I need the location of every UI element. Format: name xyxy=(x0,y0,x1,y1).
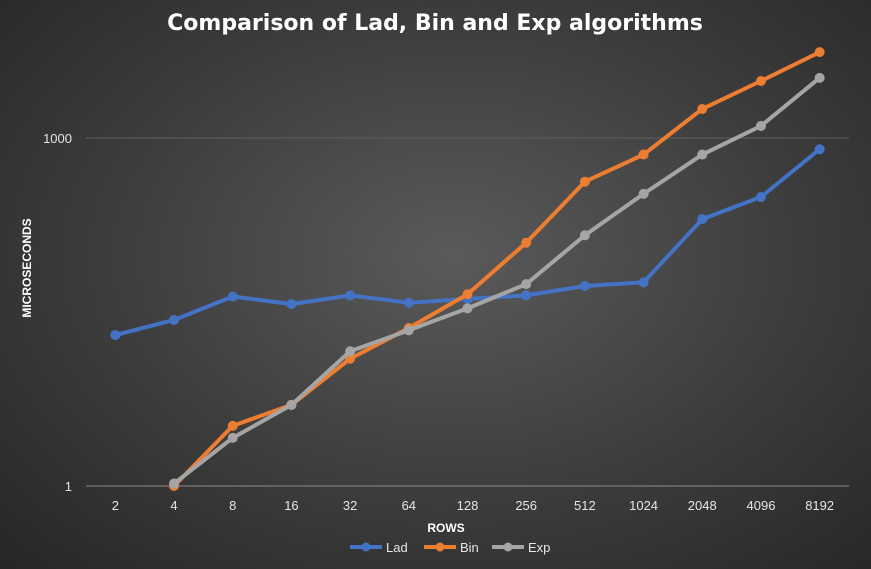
data-point xyxy=(169,478,180,489)
data-point xyxy=(227,291,238,302)
series-line xyxy=(172,75,822,486)
data-point xyxy=(286,399,297,410)
legend-item-bin: Bin xyxy=(424,540,479,555)
x-tick-label: 4 xyxy=(170,498,177,513)
y-tick-label: 1 xyxy=(65,479,72,494)
x-tick-label: 8192 xyxy=(805,498,834,513)
legend-item-lad: Lad xyxy=(350,540,408,555)
series-lines xyxy=(110,47,825,491)
x-tick-label: 32 xyxy=(343,498,357,513)
legend-item-exp: Exp xyxy=(492,540,550,555)
x-tick-label: 512 xyxy=(574,498,596,513)
x-tick-label: 128 xyxy=(457,498,479,513)
data-point xyxy=(755,76,766,87)
series-bin xyxy=(169,47,825,491)
x-tick-label: 64 xyxy=(402,498,416,513)
data-point xyxy=(227,420,238,431)
gridlines xyxy=(86,137,849,487)
y-tick-label: 1000 xyxy=(43,131,72,146)
data-point xyxy=(755,192,766,203)
chart-title: Comparison of Lad, Bin and Exp algorithm… xyxy=(167,11,703,36)
data-point xyxy=(169,314,180,325)
data-point xyxy=(286,299,297,310)
legend-marker xyxy=(503,542,513,552)
data-point xyxy=(638,188,649,199)
x-tick-label: 16 xyxy=(284,498,298,513)
data-point xyxy=(579,176,590,187)
data-point xyxy=(521,290,532,301)
x-tick-label: 4096 xyxy=(747,498,776,513)
data-point xyxy=(638,277,649,288)
legend-marker xyxy=(435,542,445,552)
data-point xyxy=(345,290,356,301)
data-point xyxy=(697,149,708,160)
series-line xyxy=(172,50,822,488)
y-tick-labels: 1 1000 xyxy=(43,131,72,494)
x-tick-label: 2048 xyxy=(688,498,717,513)
data-point xyxy=(462,303,473,314)
data-point xyxy=(521,279,532,290)
data-point xyxy=(462,289,473,300)
x-tick-label: 2 xyxy=(112,498,119,513)
data-point xyxy=(638,149,649,160)
data-point xyxy=(521,237,532,248)
data-point xyxy=(403,297,414,308)
legend: Lad Bin Exp xyxy=(350,540,550,555)
data-point xyxy=(814,72,825,83)
data-point xyxy=(755,120,766,131)
legend-label: Lad xyxy=(386,540,408,555)
legend-label: Bin xyxy=(460,540,479,555)
data-point xyxy=(814,47,825,58)
series-exp xyxy=(169,72,825,489)
data-point xyxy=(403,325,414,336)
data-point xyxy=(579,280,590,291)
data-point xyxy=(110,330,121,341)
x-axis-title: ROWS xyxy=(427,521,464,535)
data-point xyxy=(227,432,238,443)
legend-label: Exp xyxy=(528,540,550,555)
data-point xyxy=(345,346,356,357)
x-tick-label: 8 xyxy=(229,498,236,513)
data-point xyxy=(814,144,825,155)
legend-marker xyxy=(361,542,371,552)
y-axis-title: MICROSECONDS xyxy=(20,218,34,317)
data-point xyxy=(697,214,708,225)
x-tick-label: 256 xyxy=(515,498,537,513)
data-point xyxy=(697,103,708,114)
data-point xyxy=(579,230,590,241)
x-tick-label: 1024 xyxy=(629,498,658,513)
x-tick-labels: 2 4 8 16 32 64 128 256 512 1024 2048 4096 8192 xyxy=(112,498,834,513)
